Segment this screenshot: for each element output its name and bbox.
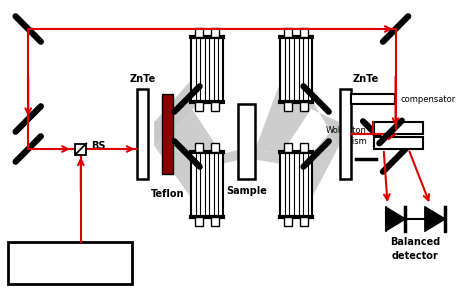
Bar <box>284 28 292 36</box>
Bar <box>211 101 219 111</box>
Bar <box>281 151 312 216</box>
Text: ZnTe: ZnTe <box>353 74 379 84</box>
Polygon shape <box>386 207 405 231</box>
Bar <box>195 143 203 151</box>
Bar <box>211 28 219 36</box>
Bar <box>191 36 223 101</box>
Polygon shape <box>425 207 445 231</box>
Bar <box>300 28 308 36</box>
Polygon shape <box>155 109 242 199</box>
Bar <box>300 216 308 225</box>
Text: Femtosecond laser: Femtosecond laser <box>15 269 126 279</box>
Bar <box>300 101 308 111</box>
Bar <box>284 143 292 151</box>
Polygon shape <box>155 79 222 146</box>
Bar <box>340 89 351 179</box>
Text: Teflon: Teflon <box>150 189 184 199</box>
Polygon shape <box>252 122 339 199</box>
Bar <box>211 216 219 225</box>
Text: Balanced: Balanced <box>390 237 440 247</box>
Bar <box>191 151 223 216</box>
Bar <box>195 216 203 225</box>
Text: compensator: compensator <box>401 94 456 103</box>
Bar <box>238 104 255 179</box>
Bar <box>284 216 292 225</box>
Text: ZnTe: ZnTe <box>129 74 155 84</box>
Bar <box>374 122 423 134</box>
Bar <box>300 143 308 151</box>
Bar <box>195 101 203 111</box>
Text: BS: BS <box>91 141 105 151</box>
Text: Sample: Sample <box>226 186 267 196</box>
Bar <box>137 89 148 179</box>
Text: detector: detector <box>392 251 439 261</box>
Bar <box>162 94 173 174</box>
Bar <box>75 143 86 155</box>
Polygon shape <box>252 79 339 159</box>
Bar <box>284 101 292 111</box>
Text: Amplified: Amplified <box>42 254 99 264</box>
Bar <box>281 36 312 101</box>
Bar <box>211 143 219 151</box>
Bar <box>9 242 132 284</box>
Bar <box>374 137 423 149</box>
Bar <box>351 94 394 104</box>
Text: Wollaston
prism: Wollaston prism <box>326 126 367 146</box>
Bar <box>195 28 203 36</box>
